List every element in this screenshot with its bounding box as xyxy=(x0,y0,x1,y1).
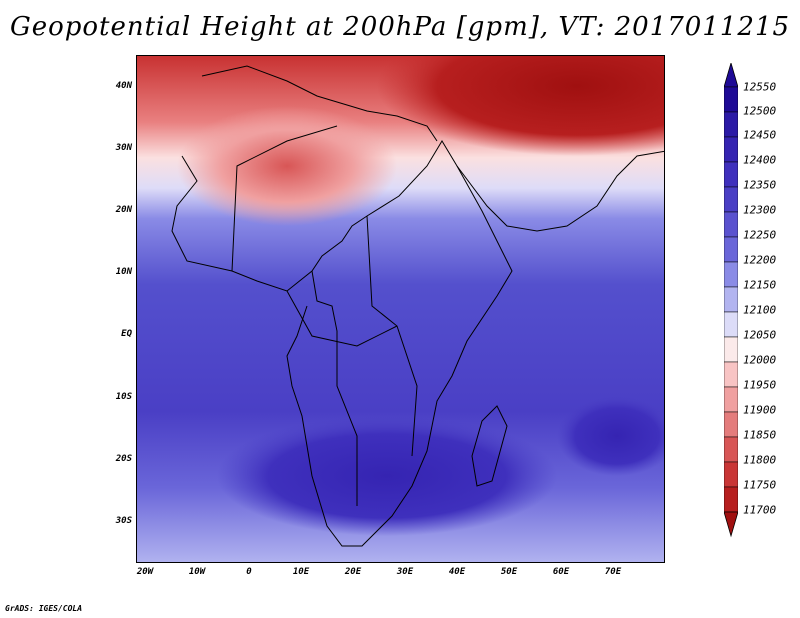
colorbar-swatches xyxy=(723,61,739,538)
colorbar-swatch xyxy=(723,386,739,413)
lat-label-20n: 20N xyxy=(115,205,132,215)
colorbar-label: 11850 xyxy=(743,428,777,442)
map-title: Geopotential Height at 200hPa [gpm], VT:… xyxy=(9,12,791,42)
colorbar-label: 12550 xyxy=(743,80,777,94)
lon-label-60e: 60E xyxy=(552,567,570,577)
lat-label-30s: 30S xyxy=(115,516,132,526)
colorbar-swatch xyxy=(723,336,739,363)
lat-label-eq: EQ xyxy=(121,329,132,339)
lat-label-40n: 40N xyxy=(115,81,132,91)
colorbar-label: 12500 xyxy=(743,104,777,118)
colorbar-label: 12050 xyxy=(743,328,777,342)
colorbar-label: 12150 xyxy=(743,278,777,292)
colorbar-min-arrow xyxy=(723,511,739,538)
colorbar-label: 12400 xyxy=(743,153,777,167)
lon-label-0: 0 xyxy=(246,567,252,577)
lon-label-70e: 70E xyxy=(604,567,622,577)
colorbar-swatch xyxy=(723,436,739,463)
colorbar-label: 11750 xyxy=(743,478,777,492)
colorbar-swatch xyxy=(723,486,739,513)
lat-label-20s: 20S xyxy=(115,454,132,464)
colorbar-swatch xyxy=(723,261,739,288)
lon-label-10w: 10W xyxy=(188,567,206,577)
coastlines xyxy=(171,65,664,547)
lat-label-30n: 30N xyxy=(115,143,132,153)
colorbar-label: 12100 xyxy=(743,303,777,317)
colorbar-swatch xyxy=(723,136,739,163)
colorbar-swatch xyxy=(723,411,739,438)
colorbar-max-arrow xyxy=(723,61,739,88)
colorbar-label: 12450 xyxy=(743,128,777,142)
lon-label-20e: 20E xyxy=(344,567,362,577)
colorbar-label: 12300 xyxy=(743,203,777,217)
colorbar-label: 12250 xyxy=(743,228,777,242)
colorbar-swatch xyxy=(723,161,739,188)
lon-label-40e: 40E xyxy=(448,567,466,577)
geopotential-map xyxy=(136,55,665,563)
colorbar-swatch xyxy=(723,311,739,338)
colorbar-swatch xyxy=(723,211,739,238)
colorbar-label: 11900 xyxy=(743,403,777,417)
colorbar-label: 12000 xyxy=(743,353,777,367)
lat-label-10n: 10N xyxy=(115,267,132,277)
colorbar-label: 12200 xyxy=(743,253,777,267)
colorbar-swatch xyxy=(723,361,739,388)
colorbar-swatch xyxy=(723,286,739,313)
lat-label-10s: 10S xyxy=(115,392,132,402)
colorbar-swatch xyxy=(723,186,739,213)
colorbar-swatch xyxy=(723,111,739,138)
lon-label-50e: 50E xyxy=(500,567,518,577)
colorbar-swatch xyxy=(723,236,739,263)
lon-label-20w: 20W xyxy=(136,567,154,577)
colorbar xyxy=(723,61,739,557)
colorbar-label: 12350 xyxy=(743,178,777,192)
lon-label-30e: 30E xyxy=(396,567,414,577)
lon-label-10e: 10E xyxy=(292,567,310,577)
colorbar-swatch xyxy=(723,461,739,488)
colorbar-swatch xyxy=(723,86,739,113)
grads-credit: GrADS: IGES/COLA xyxy=(5,604,83,613)
colorbar-label: 11700 xyxy=(743,503,777,517)
geopotential-field xyxy=(137,56,664,562)
colorbar-label: 11800 xyxy=(743,453,777,467)
colorbar-label: 11950 xyxy=(743,378,777,392)
